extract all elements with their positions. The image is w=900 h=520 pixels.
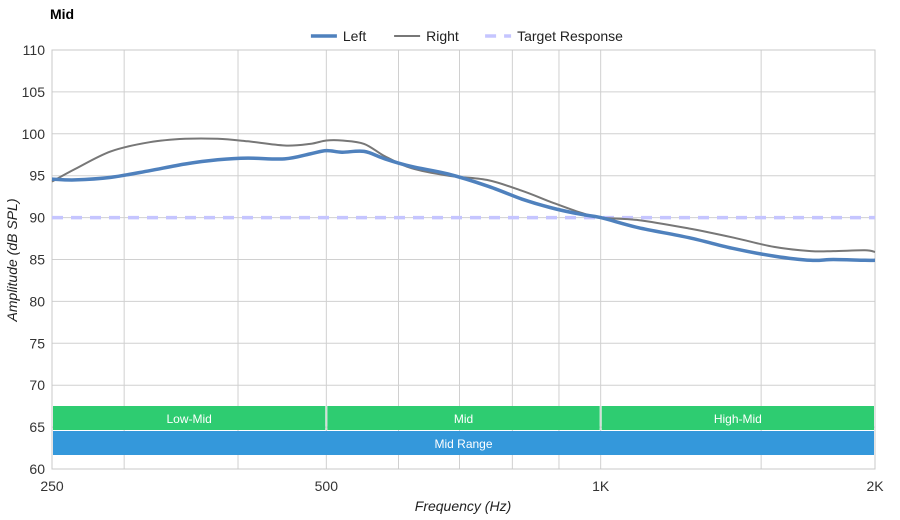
y-tick-label-90: 90 xyxy=(29,210,45,226)
grid xyxy=(51,49,876,470)
band-label-low-mid: Low-Mid xyxy=(166,412,211,426)
series-line-left xyxy=(51,148,876,263)
x-tick-label-500: 500 xyxy=(315,478,339,494)
series-lines xyxy=(51,137,876,263)
y-tick-label-80: 80 xyxy=(29,293,45,309)
x-axis-title: Frequency (Hz) xyxy=(415,498,511,514)
y-tick-label-95: 95 xyxy=(29,168,45,184)
band-label-mid: Mid xyxy=(454,412,473,426)
frequency-bands: Low-Mid Mid High-Mid Mid Range xyxy=(53,406,874,455)
y-tick-label-60: 60 xyxy=(29,461,45,477)
y-tick-label-70: 70 xyxy=(29,377,45,393)
band-label-high-mid: High-Mid xyxy=(714,412,762,426)
y-tick-label-65: 65 xyxy=(29,419,45,435)
chart-title: Mid xyxy=(50,6,75,22)
y-axis-title: Amplitude (dB SPL) xyxy=(4,199,20,323)
band-label-mid-range: Mid Range xyxy=(434,437,492,451)
band-high-mid xyxy=(601,406,874,430)
tick-labels: 60 65 70 75 80 85 90 95 100 105 110 250 500 1K 2K xyxy=(22,42,885,494)
x-tick-label-2K: 2K xyxy=(866,478,884,494)
x-tick-label-1K: 1K xyxy=(592,478,610,494)
series-line-right xyxy=(51,137,876,253)
band-mid-range xyxy=(53,431,874,455)
y-tick-label-105: 105 xyxy=(22,84,46,100)
x-tick-label-250: 250 xyxy=(40,478,64,494)
legend-label-target-response: Target Response xyxy=(517,28,623,44)
y-tick-label-110: 110 xyxy=(23,42,46,58)
legend-label-left: Left xyxy=(343,28,366,44)
y-tick-label-75: 75 xyxy=(29,335,45,351)
legend-label-right: Right xyxy=(426,28,459,44)
band-mid xyxy=(327,406,600,430)
band-low-mid xyxy=(53,406,326,430)
y-tick-label-85: 85 xyxy=(29,252,45,268)
legend: Left Right Target Response xyxy=(310,28,623,44)
y-tick-label-100: 100 xyxy=(22,126,46,142)
